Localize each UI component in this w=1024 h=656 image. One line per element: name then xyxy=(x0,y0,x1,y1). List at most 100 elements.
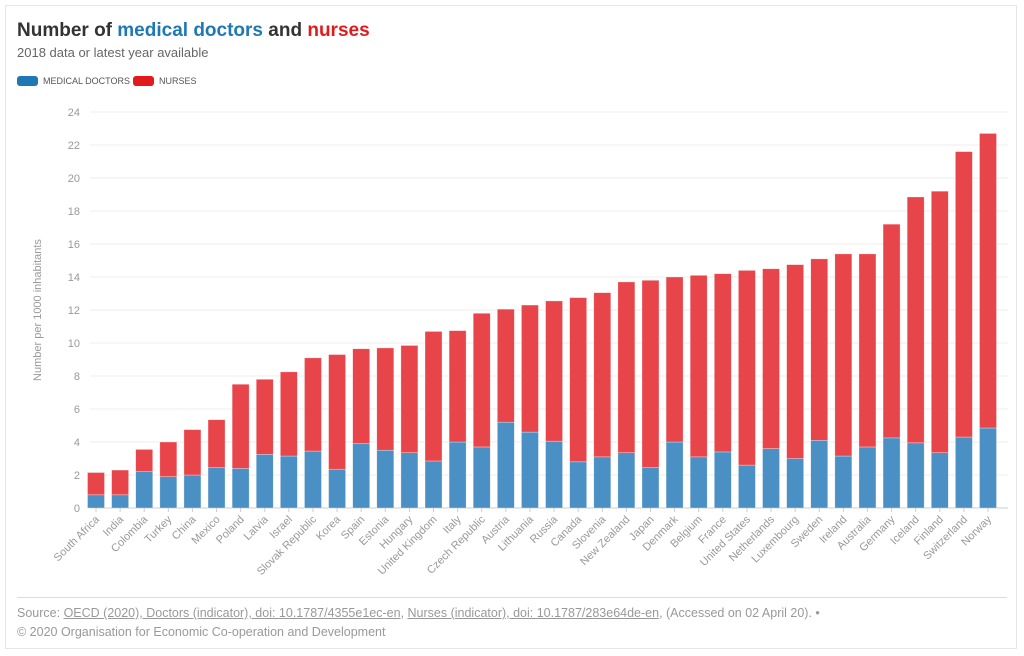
y-tick-label: 20 xyxy=(68,173,80,185)
bar-nurses xyxy=(135,449,154,472)
nurses-source-link[interactable]: Nurses (indicator), doi: 10.1787/283e64d… xyxy=(407,606,660,620)
bar-nurses xyxy=(762,268,780,449)
x-tick-label: Korea xyxy=(314,513,344,543)
bar-doctors xyxy=(617,452,636,509)
legend-item-doctors[interactable]: MEDICAL DOCTORS xyxy=(17,76,130,86)
bar-doctors xyxy=(810,440,829,509)
bar-doctors xyxy=(400,452,419,509)
source-sep: , xyxy=(400,606,408,620)
bar-doctors xyxy=(834,455,853,509)
bar-nurses xyxy=(714,273,732,453)
bar-nurses xyxy=(231,383,250,469)
source-suffix: , (Accessed on 02 April 20). • xyxy=(659,606,820,620)
bar-nurses xyxy=(87,472,105,496)
y-tick-label: 22 xyxy=(68,140,80,152)
bar-doctors xyxy=(231,468,250,509)
bar-nurses xyxy=(280,371,298,457)
bar-doctors xyxy=(545,440,563,509)
bar-doctors xyxy=(689,456,708,509)
copyright: © 2020 Organisation for Economic Co-oper… xyxy=(17,625,386,639)
x-tick-label: Latvia xyxy=(242,513,272,543)
bar-nurses xyxy=(906,196,925,444)
bar-nurses xyxy=(545,300,563,442)
bar-doctors xyxy=(135,471,154,509)
doctors-source-link[interactable]: OECD (2020), Doctors (indicator), doi: 1… xyxy=(63,606,401,620)
y-tick-label: 14 xyxy=(68,272,80,284)
bar-doctors xyxy=(111,494,129,509)
chart-frame xyxy=(5,5,1017,649)
bar-nurses xyxy=(979,133,997,429)
bar-nurses xyxy=(665,276,684,443)
bar-doctors xyxy=(255,454,274,509)
bar-doctors xyxy=(304,450,322,509)
bar-nurses xyxy=(617,281,636,454)
chart-title: Number of medical doctors and nurses xyxy=(17,20,370,42)
bar-nurses xyxy=(955,151,973,438)
bar-nurses xyxy=(448,330,467,443)
bar-doctors xyxy=(641,467,660,509)
bar-doctors xyxy=(424,460,443,509)
title-part: and xyxy=(263,20,308,41)
bar-nurses xyxy=(858,253,877,448)
bar-nurses xyxy=(207,419,226,468)
bar-doctors xyxy=(882,437,901,509)
bar-nurses xyxy=(834,253,853,457)
bar-doctors xyxy=(159,476,178,509)
bar-doctors xyxy=(497,421,515,509)
legend-label: NURSES xyxy=(159,76,197,86)
bar-doctors xyxy=(569,461,587,509)
y-tick-label: 12 xyxy=(68,305,80,317)
bar-doctors xyxy=(858,446,877,509)
y-tick-label: 10 xyxy=(68,338,80,350)
bar-nurses xyxy=(352,348,370,444)
title-part: Number of xyxy=(17,20,118,41)
bar-nurses xyxy=(424,331,443,462)
bar-doctors xyxy=(738,464,756,509)
chart-subtitle: 2018 data or latest year available xyxy=(17,45,209,60)
bar-nurses xyxy=(376,347,395,451)
bar-nurses xyxy=(593,292,612,458)
title-nurses: nurses xyxy=(307,20,370,41)
y-axis-label: Number per 1000 inhabitants xyxy=(32,239,44,381)
bar-doctors xyxy=(593,456,612,509)
bar-nurses xyxy=(641,279,660,468)
bar-nurses xyxy=(786,264,804,459)
legend-swatch-doctors xyxy=(17,76,38,86)
bar-nurses xyxy=(810,258,829,441)
y-tick-label: 8 xyxy=(74,371,80,383)
y-tick-label: 6 xyxy=(74,404,80,416)
bar-doctors xyxy=(207,467,226,509)
bar-doctors xyxy=(906,442,925,509)
y-tick-label: 24 xyxy=(68,107,80,119)
bar-doctors xyxy=(448,441,467,509)
bar-doctors xyxy=(376,449,395,509)
y-tick-label: 2 xyxy=(74,470,80,482)
bar-nurses xyxy=(569,297,587,463)
bar-doctors xyxy=(665,441,684,509)
y-tick-label: 16 xyxy=(68,239,80,251)
bar-nurses xyxy=(183,429,202,476)
bar-doctors xyxy=(930,452,949,509)
bar-nurses xyxy=(111,469,129,496)
x-tick-label: South Africa xyxy=(52,513,103,564)
bar-nurses xyxy=(328,354,346,470)
legend-swatch-nurses xyxy=(133,76,154,86)
bar-nurses xyxy=(738,270,756,466)
bar-doctors xyxy=(280,455,298,509)
x-tick-label: Turkey xyxy=(142,513,174,545)
bar-doctors xyxy=(979,427,997,509)
bar-nurses xyxy=(930,190,949,454)
bar-doctors xyxy=(183,474,202,509)
legend-label: MEDICAL DOCTORS xyxy=(43,76,131,86)
y-tick-label: 18 xyxy=(68,206,80,218)
legend-item-nurses[interactable]: NURSES xyxy=(133,76,197,86)
bar-nurses xyxy=(521,304,539,433)
bar-doctors xyxy=(472,446,491,509)
source-note: Source: OECD (2020), Doctors (indicator)… xyxy=(17,606,820,620)
bar-nurses xyxy=(689,275,708,458)
bar-nurses xyxy=(159,441,178,477)
bar-nurses xyxy=(255,378,274,455)
bar-doctors xyxy=(87,494,105,509)
